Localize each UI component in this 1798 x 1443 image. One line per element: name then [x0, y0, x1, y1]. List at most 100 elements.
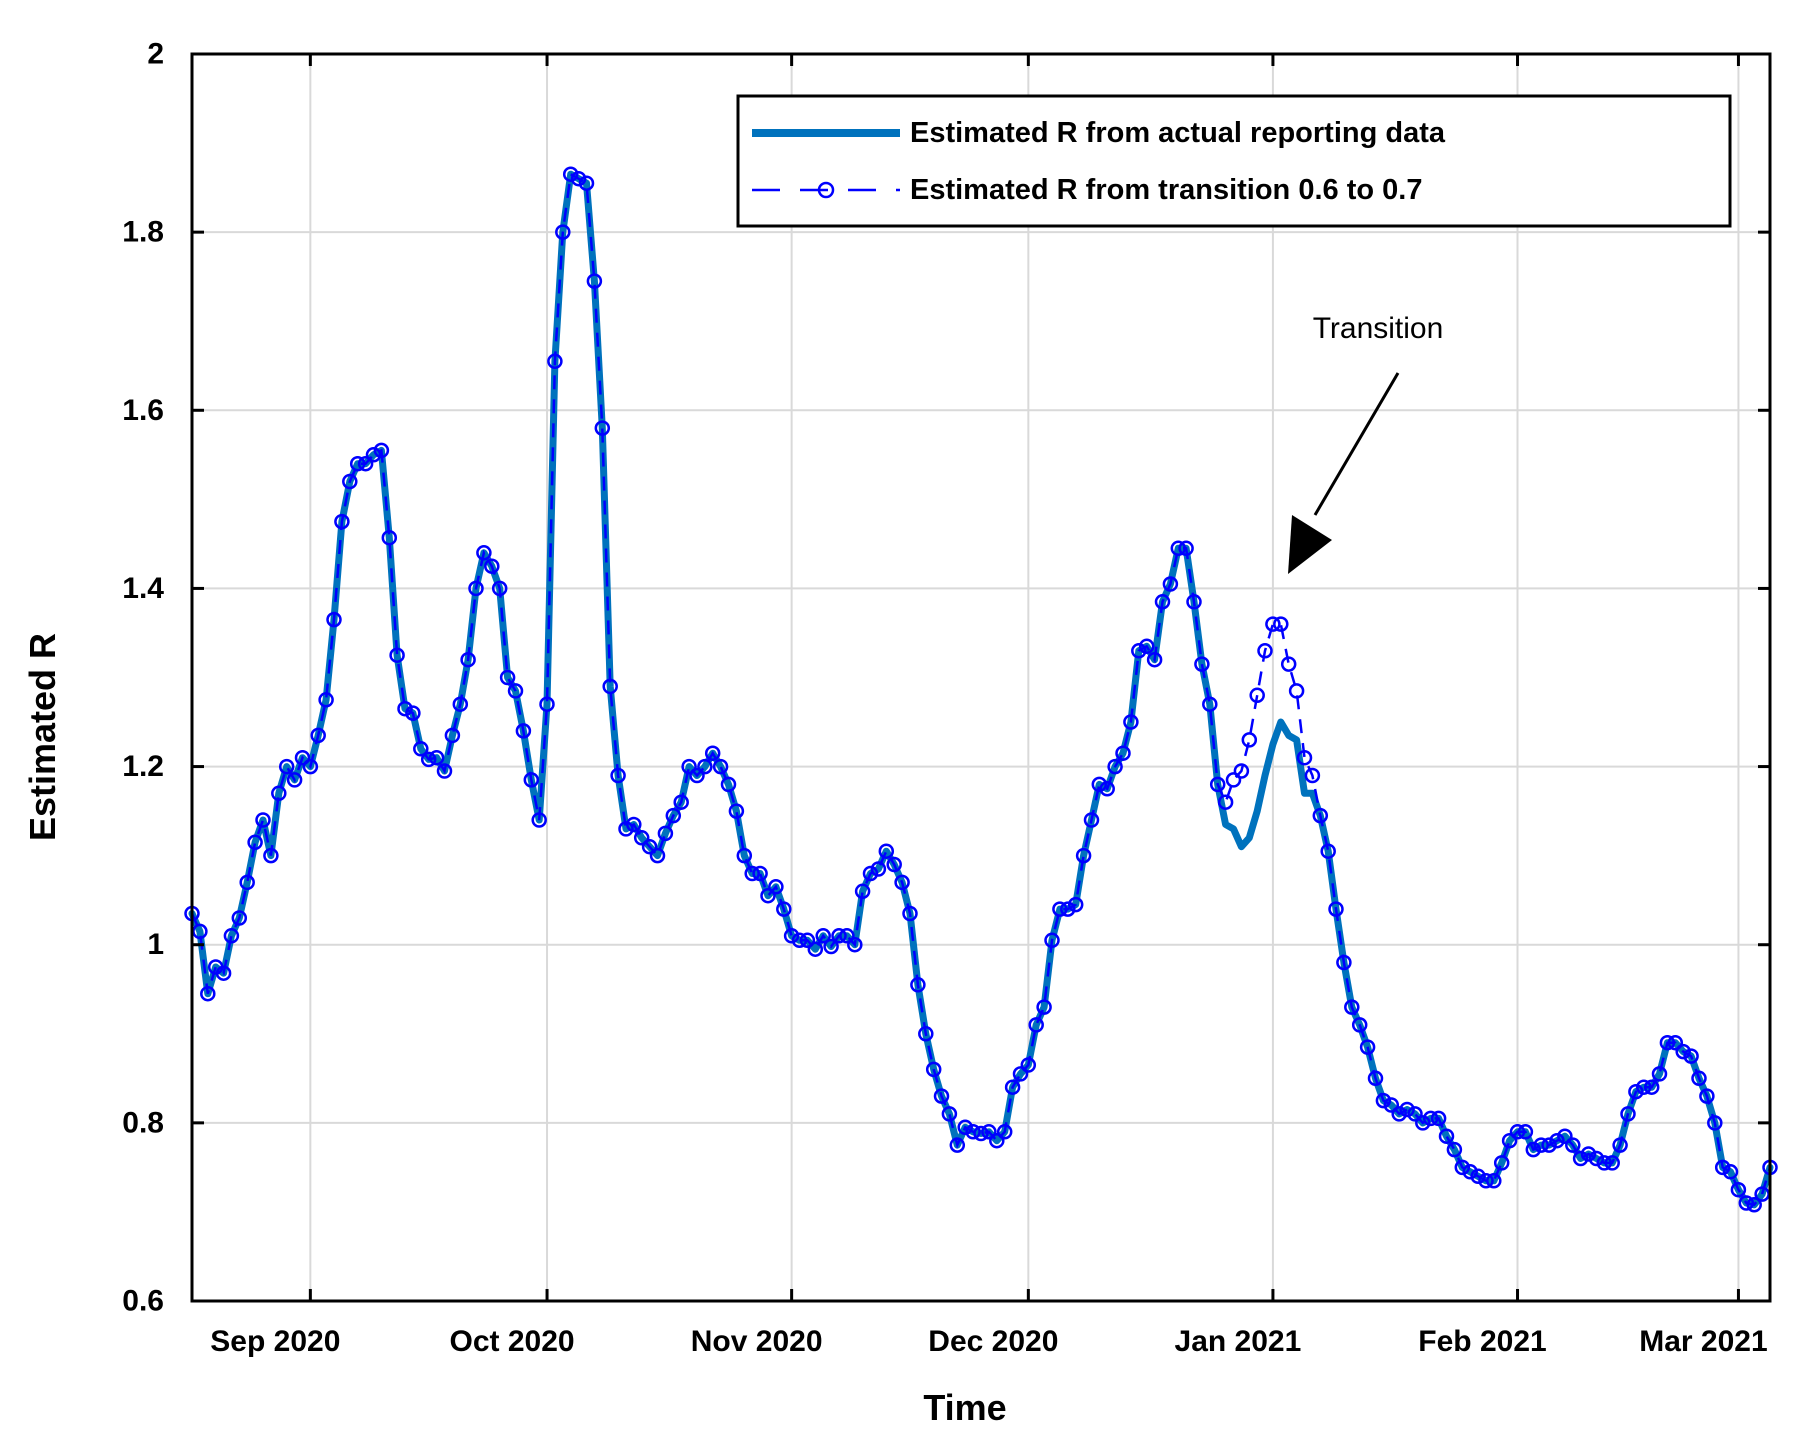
- data-point-transition: [973, 1125, 989, 1142]
- data-point-transition: [1296, 749, 1313, 766]
- data-point-transition: [334, 513, 350, 530]
- data-point-transition: [1273, 616, 1289, 632]
- data-point-transition: [1178, 540, 1194, 557]
- data-point-transition: [1194, 656, 1210, 672]
- series-line-transition: [190, 172, 1772, 1207]
- data-point-transition: [910, 977, 926, 993]
- data-point-transition: [689, 767, 705, 784]
- data-point-transition: [586, 273, 603, 289]
- data-point-transition: [1154, 594, 1171, 610]
- data-point-transition: [1225, 772, 1242, 788]
- y-tick-label: 1.6: [122, 394, 164, 427]
- x-axis-title: Time: [923, 1387, 1006, 1428]
- data-point-transition: [918, 1026, 934, 1042]
- y-tick-label: 2: [147, 38, 164, 71]
- data-point-transition: [397, 700, 413, 717]
- data-point-transition: [1525, 1141, 1542, 1158]
- data-point-transition: [1438, 1128, 1455, 1144]
- data-point-transition: [839, 928, 855, 944]
- data-point-transition: [286, 772, 303, 788]
- data-point-transition: [1241, 732, 1258, 748]
- data-point-transition: [1746, 1197, 1762, 1213]
- data-point-transition: [1320, 843, 1336, 859]
- data-point-transition: [902, 905, 918, 922]
- data-point-transition: [760, 887, 776, 904]
- series-layer: [184, 166, 1778, 1213]
- data-point-transition: [1667, 1034, 1684, 1051]
- data-point-transition: [602, 678, 618, 695]
- data-point-transition: [665, 807, 682, 824]
- data-point-transition: [436, 763, 453, 779]
- data-point-transition: [555, 224, 571, 240]
- axis-ticks: 0.6 0.8 1 1.2 1.4 1.6 1.8 2 Sep 2020 Oct 2020 Nov …: [122, 38, 1770, 1358]
- data-point-transition: [531, 812, 547, 828]
- y-tick-label: 1.2: [122, 750, 164, 783]
- data-point-transition: [349, 455, 366, 472]
- data-point-transition: [499, 669, 516, 686]
- data-point-transition: [1738, 1195, 1755, 1211]
- data-point-transition: [278, 758, 295, 775]
- data-point-transition: [1557, 1128, 1573, 1144]
- data-point-transition: [697, 758, 713, 775]
- data-point-transition: [768, 879, 784, 895]
- data-point-transition: [1131, 643, 1147, 659]
- data-point-transition: [941, 1106, 958, 1122]
- data-point-transition: [989, 1132, 1005, 1149]
- data-point-transition: [847, 936, 863, 953]
- data-point-transition: [1407, 1106, 1423, 1122]
- data-point-transition: [1115, 745, 1131, 761]
- data-point-transition: [1217, 794, 1234, 810]
- plot-background: [192, 54, 1770, 1301]
- data-point-transition: [1004, 1079, 1021, 1095]
- data-point-transition: [1486, 1173, 1502, 1189]
- data-point-transition: [728, 803, 745, 819]
- x-tick-label: Feb 2021: [1418, 1325, 1546, 1358]
- data-point-transition: [981, 1124, 997, 1140]
- data-point-transition: [1233, 763, 1250, 779]
- data-point-transition: [468, 580, 484, 597]
- data-point-transition: [933, 1088, 950, 1104]
- data-point-transition: [310, 727, 326, 744]
- data-point-transition: [1138, 638, 1155, 655]
- data-point-transition: [1067, 896, 1084, 913]
- data-point-transition: [1636, 1079, 1652, 1095]
- data-point-transition: [389, 647, 405, 663]
- data-point-transition: [783, 928, 800, 944]
- y-tick-label: 0.8: [122, 1106, 164, 1139]
- data-point-transition: [294, 749, 311, 766]
- data-point-transition: [302, 758, 319, 775]
- data-point-transition: [515, 723, 532, 739]
- x-tick-label: Jan 2021: [1175, 1325, 1302, 1358]
- x-tick-label: Sep 2020: [210, 1325, 340, 1358]
- data-point-transition: [1493, 1155, 1510, 1171]
- annotation-arrow-head: [1288, 515, 1332, 574]
- data-point-transition: [318, 692, 334, 708]
- data-point-transition: [357, 455, 374, 472]
- data-point-transition: [720, 776, 737, 793]
- y-tick-label: 1.4: [122, 572, 164, 605]
- data-point-transition: [1399, 1101, 1415, 1118]
- data-point-transition: [1722, 1164, 1739, 1180]
- data-point-transition: [476, 545, 492, 561]
- data-point-transition: [247, 834, 263, 851]
- data-point-transition: [231, 910, 248, 926]
- data-point-transition: [1312, 807, 1329, 824]
- data-point-transition: [649, 847, 666, 864]
- data-point-transition: [1146, 651, 1163, 668]
- data-point-transition: [405, 705, 421, 721]
- data-point-transition: [428, 749, 445, 766]
- data-point-transition: [736, 847, 753, 864]
- y-tick-label: 1.8: [122, 216, 164, 249]
- data-point-transition: [1162, 576, 1179, 592]
- data-point-transition: [215, 965, 232, 981]
- data-point-transition: [1430, 1110, 1447, 1127]
- data-point-transition: [1328, 901, 1344, 917]
- data-point-transition: [1580, 1146, 1597, 1162]
- data-point-transition: [1375, 1092, 1392, 1109]
- data-point-transition: [1541, 1137, 1557, 1153]
- data-point-transition: [223, 928, 240, 944]
- data-point-transition: [1075, 847, 1092, 864]
- legend: Estimated R from actual reporting data E…: [736, 94, 1732, 228]
- data-point-transition: [373, 442, 390, 459]
